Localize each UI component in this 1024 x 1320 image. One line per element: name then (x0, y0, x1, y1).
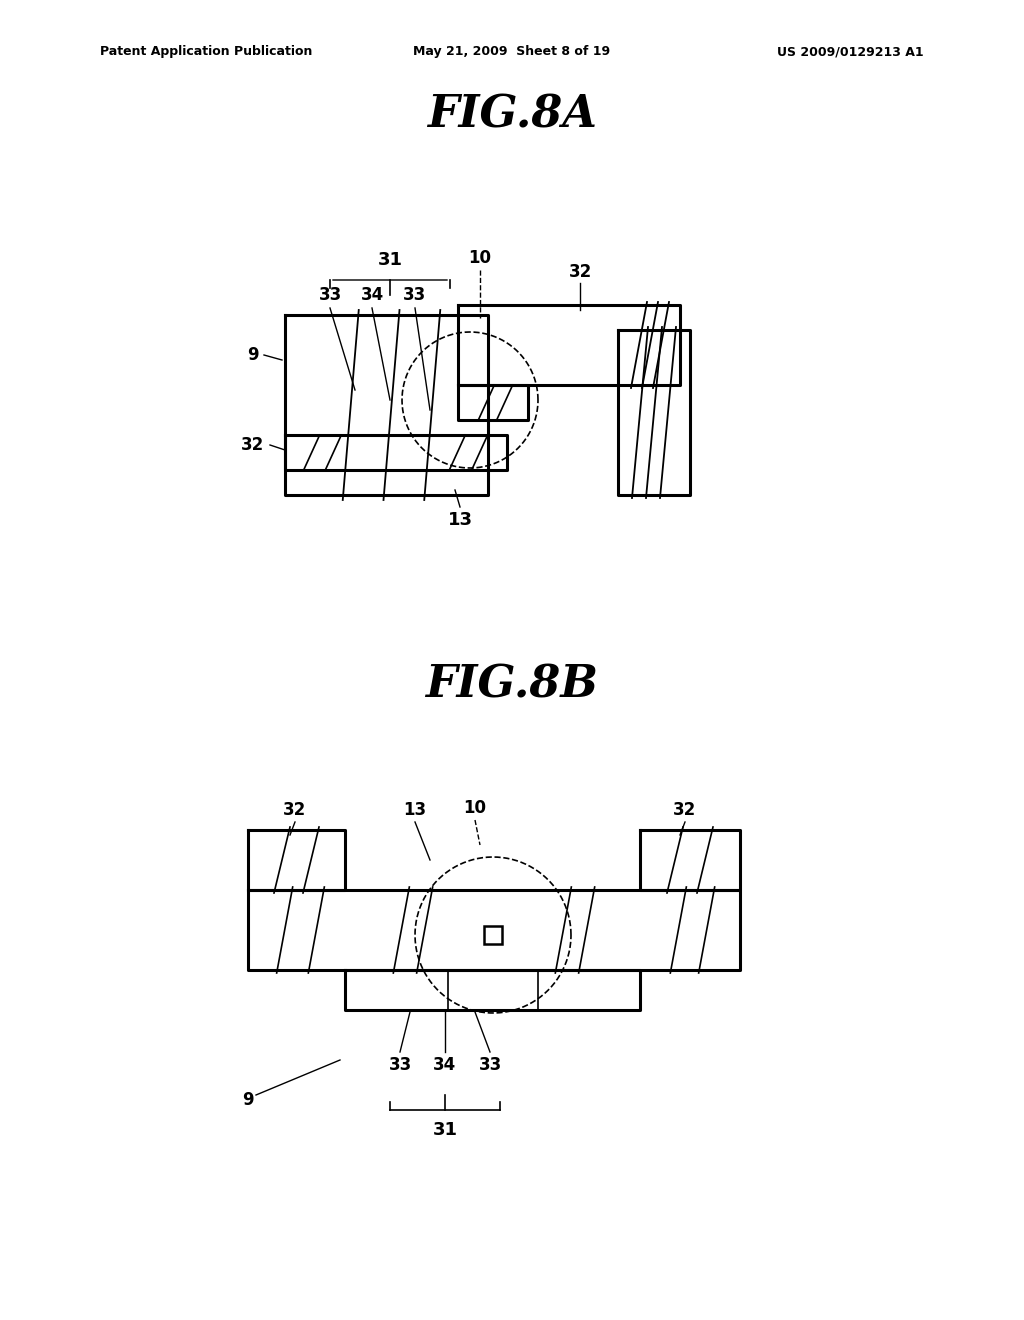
Text: 9: 9 (243, 1092, 254, 1109)
Text: May 21, 2009  Sheet 8 of 19: May 21, 2009 Sheet 8 of 19 (414, 45, 610, 58)
Text: FIG.8B: FIG.8B (426, 664, 598, 706)
Text: 32: 32 (242, 436, 264, 454)
Text: 9: 9 (247, 346, 259, 364)
Text: 13: 13 (403, 801, 427, 818)
Text: 31: 31 (432, 1121, 458, 1139)
Text: 34: 34 (433, 1056, 457, 1074)
Text: 33: 33 (318, 286, 342, 304)
Text: 33: 33 (403, 286, 427, 304)
Text: US 2009/0129213 A1: US 2009/0129213 A1 (777, 45, 924, 58)
Text: Patent Application Publication: Patent Application Publication (100, 45, 312, 58)
Text: 33: 33 (388, 1056, 412, 1074)
Text: 33: 33 (478, 1056, 502, 1074)
Text: 32: 32 (568, 263, 592, 281)
Text: 34: 34 (360, 286, 384, 304)
Text: FIG.8A: FIG.8A (427, 94, 597, 136)
Text: 32: 32 (284, 801, 306, 818)
Bar (484, 927, 502, 944)
Text: 13: 13 (447, 511, 472, 529)
Text: 10: 10 (464, 799, 486, 817)
Text: 32: 32 (674, 801, 696, 818)
Text: 31: 31 (378, 251, 402, 269)
Text: 10: 10 (469, 249, 492, 267)
